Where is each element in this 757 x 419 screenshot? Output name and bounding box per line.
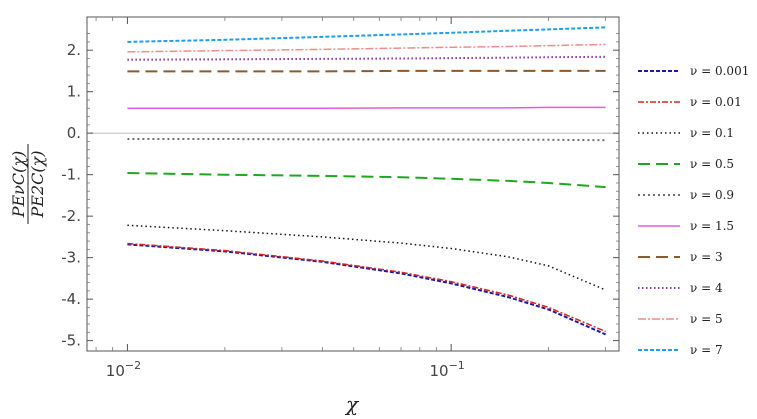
y-tick-label: 2. [67,41,81,59]
y-axis-ticks: 2. 1. 0. -1. -2. -3. -4. -5. [61,33,619,350]
legend-label: ν = 0.01 [690,95,742,109]
x-axis-ticks: 10−2 10−1 [95,17,607,380]
legend-label: ν = 7 [690,343,723,357]
y-tick-label: -4. [61,290,81,308]
x-tick-label: 10−2 [106,359,141,380]
y-tick-label: -3. [61,249,81,267]
y-axis-title: PEνC(χ) PE2C(χ) [9,144,47,224]
legend-label: ν = 0.1 [690,126,734,140]
series-layer [127,26,607,336]
series-line [127,243,607,336]
y-tick-label: 1. [67,83,81,101]
y-tick-label: 0. [67,124,81,142]
series-line [127,43,606,53]
y-axis-title-denominator: PE2C(χ) [28,150,47,218]
legend-label: ν = 0.001 [690,64,749,78]
series-line [127,242,606,333]
y-tick-label: -5. [61,332,81,350]
series-line [127,138,606,142]
legend: ν = 0.001 ν = 0.01 ν = 0.1 ν = 0.5 ν = 0.9 ν … [638,64,749,357]
y-tick-label: -2. [61,207,81,225]
series-line [127,69,606,73]
series-line [127,26,606,43]
series-line [127,55,606,61]
series-line [127,224,606,291]
legend-label: ν = 0.9 [690,188,734,202]
legend-label: ν = 3 [690,250,723,264]
y-axis-title-numerator: PEνC(χ) [9,151,28,219]
plot-frame [86,16,620,352]
series-line [127,106,606,110]
y-tick-label: -1. [61,166,81,184]
legend-label: ν = 1.5 [690,219,734,233]
legend-label: ν = 0.5 [690,157,734,171]
legend-label: ν = 5 [690,312,723,326]
series-line [127,172,606,189]
legend-label: ν = 4 [690,281,723,295]
x-axis-title: χ [344,392,360,416]
x-tick-label: 10−1 [429,359,464,380]
